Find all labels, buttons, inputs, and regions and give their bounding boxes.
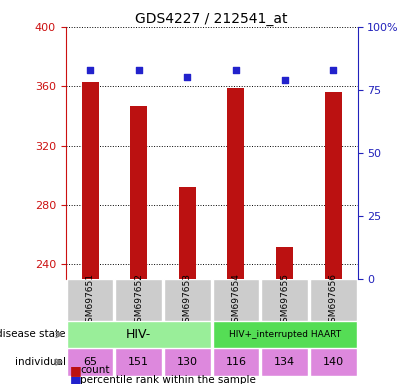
- Point: [87, 67, 93, 73]
- Bar: [227, 88, 245, 279]
- Text: GSM697652: GSM697652: [134, 273, 143, 328]
- Bar: [115, 348, 162, 376]
- Bar: [164, 279, 211, 321]
- Point: [281, 77, 288, 83]
- Text: 65: 65: [83, 357, 97, 367]
- Text: 140: 140: [323, 357, 344, 367]
- Bar: [276, 247, 293, 279]
- Bar: [67, 348, 113, 376]
- Bar: [261, 279, 308, 321]
- Text: GSM697654: GSM697654: [231, 273, 240, 328]
- Bar: [212, 321, 357, 348]
- Text: GSM697656: GSM697656: [329, 273, 338, 328]
- Bar: [67, 321, 211, 348]
- Bar: [81, 82, 99, 279]
- Text: 116: 116: [226, 357, 247, 367]
- Bar: [310, 279, 357, 321]
- Point: [184, 74, 191, 80]
- Bar: [164, 348, 211, 376]
- Text: ■: ■: [70, 374, 82, 384]
- Point: [233, 67, 239, 73]
- Bar: [115, 279, 162, 321]
- Text: 134: 134: [274, 357, 295, 367]
- Text: HIV+_interrupted HAART: HIV+_interrupted HAART: [229, 330, 341, 339]
- Point: [136, 67, 142, 73]
- Text: individual: individual: [15, 357, 66, 367]
- Text: 130: 130: [177, 357, 198, 367]
- Bar: [67, 279, 113, 321]
- Text: percentile rank within the sample: percentile rank within the sample: [80, 375, 256, 384]
- Point: [330, 67, 337, 73]
- Bar: [212, 348, 259, 376]
- Text: GSM697651: GSM697651: [85, 273, 95, 328]
- Bar: [130, 106, 147, 279]
- Text: disease state: disease state: [0, 329, 66, 339]
- Bar: [261, 348, 308, 376]
- Text: 151: 151: [128, 357, 149, 367]
- Title: GDS4227 / 212541_at: GDS4227 / 212541_at: [135, 12, 288, 26]
- Text: HIV-: HIV-: [126, 328, 151, 341]
- Text: GSM697655: GSM697655: [280, 273, 289, 328]
- Bar: [325, 92, 342, 279]
- Text: ■: ■: [70, 364, 82, 377]
- Text: GSM697653: GSM697653: [183, 273, 192, 328]
- Bar: [310, 348, 357, 376]
- Bar: [212, 279, 259, 321]
- Text: count: count: [80, 365, 110, 375]
- Bar: [179, 187, 196, 279]
